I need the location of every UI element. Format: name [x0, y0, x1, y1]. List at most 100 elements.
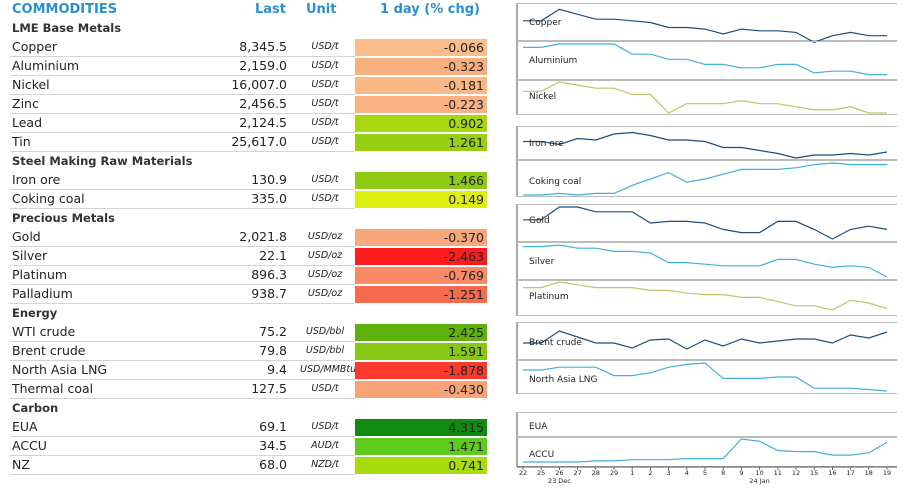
x-tick-label: 22: [519, 469, 527, 477]
unit-value: USD/t: [311, 60, 339, 71]
row-divider: [10, 94, 355, 95]
unit-value: USD/t: [311, 383, 339, 394]
commodity-name: Brent crude: [12, 343, 86, 358]
panel-label: Nickel: [529, 92, 556, 102]
change-value: -0.181: [355, 77, 487, 94]
last-value: 22.1: [259, 248, 287, 263]
table-row: EUA 69.1 USD/t 4.315: [0, 418, 490, 436]
table-row: Brent crude 79.8 USD/bbl 1.591: [0, 342, 490, 360]
row-divider: [10, 265, 355, 266]
x-tick-label: 29: [610, 469, 618, 477]
last-value: 130.9: [251, 172, 287, 187]
commodity-name: Copper: [12, 39, 58, 54]
row-divider: [10, 455, 355, 456]
last-value: 79.8: [259, 343, 287, 358]
x-tick-label: 26: [555, 469, 563, 477]
table-row: Tin 25,617.0 USD/t 1.261: [0, 133, 490, 151]
last-value: 8,345.5: [239, 39, 287, 54]
unit-value: AUD/t: [311, 440, 339, 451]
panel-label: Aluminium: [529, 56, 577, 66]
row-divider: [10, 246, 355, 247]
series-line: [523, 330, 888, 350]
last-value: 69.1: [259, 419, 287, 434]
row-divider: [10, 360, 355, 361]
change-value: 0.902: [355, 115, 487, 132]
x-group-label: 23 Dec: [548, 477, 571, 485]
row-divider: [10, 151, 355, 152]
series-line: [523, 162, 887, 196]
commodity-name: EUA: [12, 419, 38, 434]
unit-value: USD/t: [311, 41, 339, 52]
row-divider: [10, 208, 355, 209]
series-line: [523, 362, 888, 392]
change-value: -0.769: [355, 267, 487, 284]
commodity-name: ACCU: [12, 438, 47, 453]
commodity-name: Lead: [12, 115, 43, 130]
x-tick-label: 12: [792, 469, 800, 477]
x-tick-label: 17: [846, 469, 854, 477]
last-value: 335.0: [251, 191, 287, 206]
section-title: LME Base Metals: [12, 21, 122, 35]
last-value: 9.4: [267, 362, 287, 377]
table-row: Aluminium 2,159.0 USD/t -0.323: [0, 57, 490, 75]
unit-value: USD/t: [311, 193, 339, 204]
unit-value: USD/bbl: [305, 326, 345, 337]
x-tick-label: 25: [537, 469, 545, 477]
change-value: 1.261: [355, 134, 487, 151]
x-tick-label: 10: [755, 469, 763, 477]
x-tick-label: 11: [774, 469, 782, 477]
x-tick-label: 28: [592, 469, 600, 477]
x-tick-label: 16: [828, 469, 836, 477]
unit-value: USD/t: [311, 136, 339, 147]
series-line: [523, 81, 887, 114]
commodity-name: North Asia LNG: [12, 362, 108, 377]
change-value: -0.223: [355, 96, 487, 113]
last-value: 938.7: [251, 286, 287, 301]
change-value: 1.591: [355, 343, 487, 360]
commodity-name: Coking coal: [12, 191, 85, 206]
series-line: [523, 131, 888, 159]
last-value: 25,617.0: [231, 134, 287, 149]
panel-label: Gold: [529, 216, 550, 226]
table-row: Silver 22.1 USD/oz -2.463: [0, 247, 490, 265]
unit-value: USD/MMBtu: [300, 364, 357, 375]
row-divider: [10, 113, 355, 114]
last-value: 2,021.8: [239, 229, 287, 244]
change-value: 0.741: [355, 457, 487, 474]
change-value: -2.463: [355, 248, 487, 265]
last-value: 34.5: [259, 438, 287, 453]
x-tick-label: 1: [630, 469, 634, 477]
x-tick-label: 4: [685, 469, 689, 477]
commodity-name: Nickel: [12, 77, 50, 92]
row-divider: [10, 189, 355, 190]
table-row: Copper 8,345.5 USD/t -0.066: [0, 38, 490, 56]
change-value: -1.251: [355, 286, 487, 303]
panel-label: EUA: [529, 422, 548, 432]
row-divider: [10, 474, 355, 475]
commodity-name: Thermal coal: [12, 381, 94, 396]
series-line: [523, 206, 888, 240]
unit-value: USD/oz: [307, 250, 343, 261]
table-row: Zinc 2,456.5 USD/t -0.223: [0, 95, 490, 113]
commodity-name: Palladium: [12, 286, 73, 301]
unit-value: USD/t: [311, 98, 339, 109]
unit-value: USD/t: [311, 174, 339, 185]
last-value: 75.2: [259, 324, 287, 339]
row-divider: [10, 303, 355, 304]
table-row: Platinum 896.3 USD/oz -0.769: [0, 266, 490, 284]
x-tick-label: 9: [739, 469, 743, 477]
table-row: NZ 68.0 NZD/t 0.741: [0, 456, 490, 474]
row-divider: [10, 398, 355, 399]
series-line: [523, 8, 887, 43]
unit-value: USD/t: [311, 117, 339, 128]
unit-value: USD/oz: [307, 231, 343, 242]
commodity-name: NZ: [12, 457, 30, 472]
table-row: WTI crude 75.2 USD/bbl 2.425: [0, 323, 490, 341]
series-line: [523, 438, 888, 463]
change-value: 1.466: [355, 172, 487, 189]
section-title: Precious Metals: [12, 211, 115, 225]
row-divider: [10, 56, 355, 57]
commodity-name: Zinc: [12, 96, 39, 111]
commodity-name: WTI crude: [12, 324, 76, 339]
x-tick-label: 8: [721, 469, 725, 477]
